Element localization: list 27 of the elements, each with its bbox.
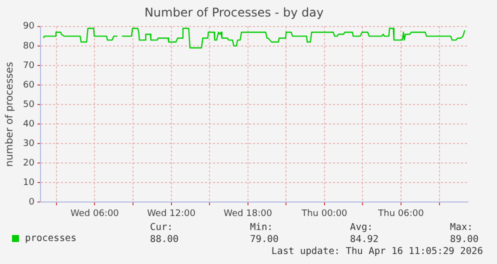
- text: Avg:: [350, 222, 373, 233]
- y-tick-label: 0: [28, 198, 35, 208]
- x-tick-label: Wed 18:00: [224, 208, 272, 219]
- x-tick-label: Wed 06:00: [70, 208, 120, 219]
- y-tick-label: 10: [23, 178, 35, 188]
- text: Last update: Thu Apr 16 11:05:29 2026: [271, 246, 483, 257]
- y-tick-label: 50: [23, 100, 35, 110]
- y-tick-label: 40: [23, 119, 35, 130]
- x-tick-label: Wed 12:00: [147, 208, 196, 219]
- y-tick-label: 30: [23, 138, 35, 149]
- text: Cur:: [150, 222, 173, 233]
- text: 89.00: [450, 234, 479, 245]
- text: Max:: [450, 222, 473, 233]
- text: 88.00: [150, 234, 179, 245]
- x-tick-label: Thu 06:00: [377, 208, 424, 219]
- text: 79.00: [250, 234, 279, 245]
- y-tick-label: 20: [23, 158, 35, 168]
- legend-label: processes: [25, 233, 76, 244]
- y-tick-label: 80: [23, 41, 35, 52]
- y-tick-label: 90: [23, 22, 35, 32]
- x-tick-label: Thu 00:00: [300, 208, 348, 219]
- y-axis-title: number of processes: [4, 62, 16, 167]
- text: Min:: [250, 222, 273, 233]
- text: 84.92: [350, 234, 379, 245]
- y-tick-label: 60: [23, 80, 35, 90]
- y-tick-label: 70: [23, 60, 35, 71]
- chart-title: Number of Processes - by day: [144, 5, 324, 20]
